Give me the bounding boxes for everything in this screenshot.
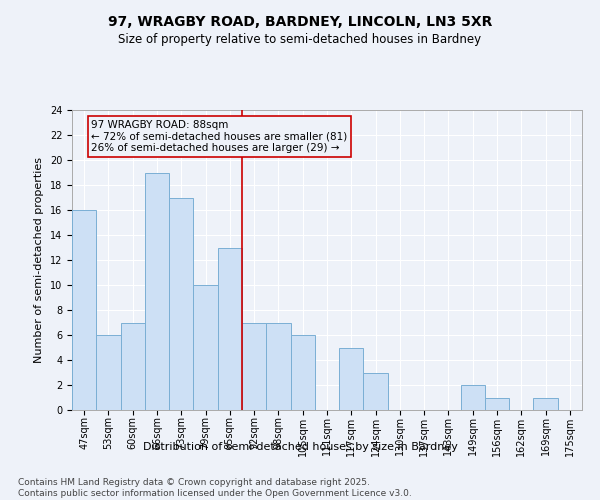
Y-axis label: Number of semi-detached properties: Number of semi-detached properties — [34, 157, 44, 363]
Bar — [145, 172, 169, 410]
Bar — [485, 398, 509, 410]
Text: Contains HM Land Registry data © Crown copyright and database right 2025.
Contai: Contains HM Land Registry data © Crown c… — [18, 478, 412, 498]
Bar — [266, 322, 290, 410]
Text: 97 WRAGBY ROAD: 88sqm
← 72% of semi-detached houses are smaller (81)
26% of semi: 97 WRAGBY ROAD: 88sqm ← 72% of semi-deta… — [91, 120, 347, 153]
Bar — [364, 372, 388, 410]
Text: Size of property relative to semi-detached houses in Bardney: Size of property relative to semi-detach… — [118, 32, 482, 46]
Bar — [72, 210, 96, 410]
Bar — [290, 335, 315, 410]
Bar — [169, 198, 193, 410]
Bar — [121, 322, 145, 410]
Bar — [339, 348, 364, 410]
Bar — [193, 285, 218, 410]
Text: Distribution of semi-detached houses by size in Bardney: Distribution of semi-detached houses by … — [143, 442, 457, 452]
Bar — [242, 322, 266, 410]
Bar — [218, 248, 242, 410]
Bar — [96, 335, 121, 410]
Bar — [533, 398, 558, 410]
Bar — [461, 385, 485, 410]
Text: 97, WRAGBY ROAD, BARDNEY, LINCOLN, LN3 5XR: 97, WRAGBY ROAD, BARDNEY, LINCOLN, LN3 5… — [108, 15, 492, 29]
